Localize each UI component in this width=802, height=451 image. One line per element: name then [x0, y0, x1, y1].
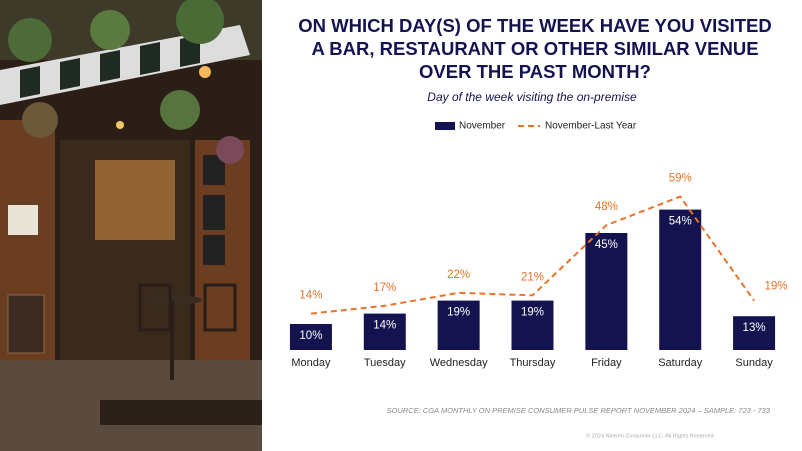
line-label: 21%	[521, 271, 544, 283]
line-label: 14%	[299, 290, 322, 302]
line-label: 48%	[595, 201, 618, 213]
bar	[289, 324, 332, 350]
line-label: 59%	[669, 173, 692, 185]
x-tick-label: Saturday	[658, 357, 703, 369]
x-tick-label: Wednesday	[430, 357, 488, 369]
bar-label: 14%	[373, 320, 396, 332]
line	[310, 195, 755, 315]
x-tick-label: Monday	[291, 357, 331, 369]
bar	[585, 233, 628, 350]
line-label: 22%	[447, 269, 470, 281]
subtitle: Day of the week visiting the on-premise	[427, 90, 637, 104]
bar	[733, 316, 776, 350]
bar	[659, 209, 702, 350]
x-tick-label: Thursday	[510, 357, 556, 369]
legend-swatch	[435, 122, 455, 130]
bar-label: 54%	[669, 216, 692, 228]
bar	[511, 300, 554, 350]
legend-label: November-Last Year	[545, 121, 637, 132]
legend-label: November	[459, 121, 506, 132]
chart-title: ON WHICH DAY(S) OF THE WEEK HAVE YOU VIS…	[298, 15, 772, 82]
x-tick-label: Friday	[591, 357, 622, 369]
bar	[363, 313, 406, 350]
line-label: 17%	[373, 282, 396, 294]
bar-label: 19%	[447, 307, 470, 319]
x-tick-label: Tuesday	[364, 357, 406, 369]
bar	[437, 300, 480, 350]
copyright: © 2024 Nielsen Consumer LLC. All Rights …	[586, 432, 715, 439]
bar-label: 19%	[521, 307, 544, 319]
source: SOURCE: CGA MONTHLY ON PREMISE CONSUMER …	[387, 406, 771, 415]
photo	[0, 0, 262, 451]
line-label: 19%	[765, 281, 788, 293]
bar-label: 13%	[743, 322, 766, 334]
bar-label: 10%	[299, 330, 322, 342]
bar-label: 45%	[595, 239, 618, 251]
x-tick-label: Sunday	[735, 357, 773, 369]
